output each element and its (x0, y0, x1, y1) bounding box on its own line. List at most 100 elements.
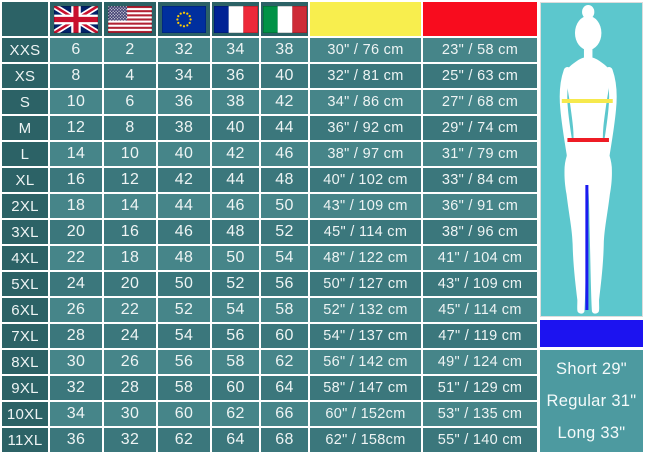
us-value: 8 (104, 116, 156, 140)
uk-value: 10 (50, 90, 102, 114)
us-value: 20 (104, 272, 156, 296)
chest-measure-header-swatch (310, 2, 421, 36)
size-label: 2XL (2, 194, 48, 218)
us-value: 30 (104, 402, 156, 426)
leg-length-option: Short 29" (556, 360, 627, 378)
leg-length-header-swatch (540, 320, 643, 347)
body-silhouette-icon (559, 5, 617, 314)
eu-value: 46 (158, 220, 210, 244)
size-label: L (2, 142, 48, 166)
eu-value: 58 (158, 376, 210, 400)
us-value: 18 (104, 246, 156, 270)
france-flag-icon (213, 5, 258, 33)
france-column-header (212, 2, 259, 36)
size-label: XL (2, 168, 48, 192)
us-value: 10 (104, 142, 156, 166)
waist-value: 27" / 68 cm (423, 90, 537, 114)
chest-value: 54" / 137 cm (310, 324, 421, 348)
chest-value: 38" / 97 cm (310, 142, 421, 166)
france-value: 62 (212, 402, 259, 426)
waist-value: 55" / 140 cm (423, 428, 537, 452)
chest-value: 48" / 122 cm (310, 246, 421, 270)
size-label: 7XL (2, 324, 48, 348)
waist-value: 29" / 74 cm (423, 116, 537, 140)
us-value: 6 (104, 90, 156, 114)
size-column-header (2, 2, 48, 36)
size-label: XXS (2, 38, 48, 62)
waist-value: 31" / 79 cm (423, 142, 537, 166)
eu-value: 32 (158, 38, 210, 62)
waist-value: 38" / 96 cm (423, 220, 537, 244)
eu-value: 54 (158, 324, 210, 348)
waist-value: 53" / 135 cm (423, 402, 537, 426)
size-label: M (2, 116, 48, 140)
size-label: 11XL (2, 428, 48, 452)
chest-value: 52" / 132 cm (310, 298, 421, 322)
eu-value: 44 (158, 194, 210, 218)
france-value: 46 (212, 194, 259, 218)
chest-value: 45" / 114 cm (310, 220, 421, 244)
us-value: 28 (104, 376, 156, 400)
chest-value: 32" / 81 cm (310, 64, 421, 88)
uk-value: 18 (50, 194, 102, 218)
us-column-header (104, 2, 156, 36)
france-value: 54 (212, 298, 259, 322)
chest-value: 50" / 127 cm (310, 272, 421, 296)
waist-value: 25" / 63 cm (423, 64, 537, 88)
us-value: 26 (104, 350, 156, 374)
size-label: 5XL (2, 272, 48, 296)
us-value: 4 (104, 64, 156, 88)
france-value: 34 (212, 38, 259, 62)
italy-value: 42 (261, 90, 308, 114)
waist-value: 47" / 119 cm (423, 324, 537, 348)
leg-length-option: Long 33" (557, 424, 626, 442)
france-value: 42 (212, 142, 259, 166)
us-value: 2 (104, 38, 156, 62)
size-label: 4XL (2, 246, 48, 270)
eu-value: 60 (158, 402, 210, 426)
left-arm (559, 67, 577, 174)
eu-column-header (158, 2, 210, 36)
uk-value: 22 (50, 246, 102, 270)
uk-value: 26 (50, 298, 102, 322)
us-value: 16 (104, 220, 156, 244)
chest-value: 43" / 109 cm (310, 194, 421, 218)
uk-value: 30 (50, 350, 102, 374)
chest-value: 34" / 86 cm (310, 90, 421, 114)
us-flag-icon (108, 5, 152, 33)
italy-value: 56 (261, 272, 308, 296)
eu-value: 36 (158, 90, 210, 114)
eu-value: 50 (158, 272, 210, 296)
uk-value: 6 (50, 38, 102, 62)
uk-value: 28 (50, 324, 102, 348)
uk-value: 34 (50, 402, 102, 426)
italy-value: 60 (261, 324, 308, 348)
italy-value: 66 (261, 402, 308, 426)
eu-value: 52 (158, 298, 210, 322)
right-arm (599, 67, 617, 174)
leg-length-panel: Short 29" Regular 31" Long 33" (540, 350, 643, 452)
us-value: 24 (104, 324, 156, 348)
chest-value: 60" / 152cm (310, 402, 421, 426)
size-label: 10XL (2, 402, 48, 426)
waist-value: 49" / 124 cm (423, 350, 537, 374)
eu-value: 56 (158, 350, 210, 374)
size-label: S (2, 90, 48, 114)
us-value: 22 (104, 298, 156, 322)
uk-value: 20 (50, 220, 102, 244)
france-value: 48 (212, 220, 259, 244)
italy-value: 48 (261, 168, 308, 192)
italy-value: 50 (261, 194, 308, 218)
eu-value: 38 (158, 116, 210, 140)
italy-value: 62 (261, 350, 308, 374)
uk-flag-icon (54, 5, 98, 33)
size-label: 3XL (2, 220, 48, 244)
body-measurement-figure (540, 2, 643, 317)
uk-column-header (50, 2, 102, 36)
eu-value: 48 (158, 246, 210, 270)
france-value: 58 (212, 350, 259, 374)
chest-line (561, 99, 613, 103)
waist-value: 43" / 109 cm (423, 272, 537, 296)
eu-flag-icon (162, 5, 206, 33)
